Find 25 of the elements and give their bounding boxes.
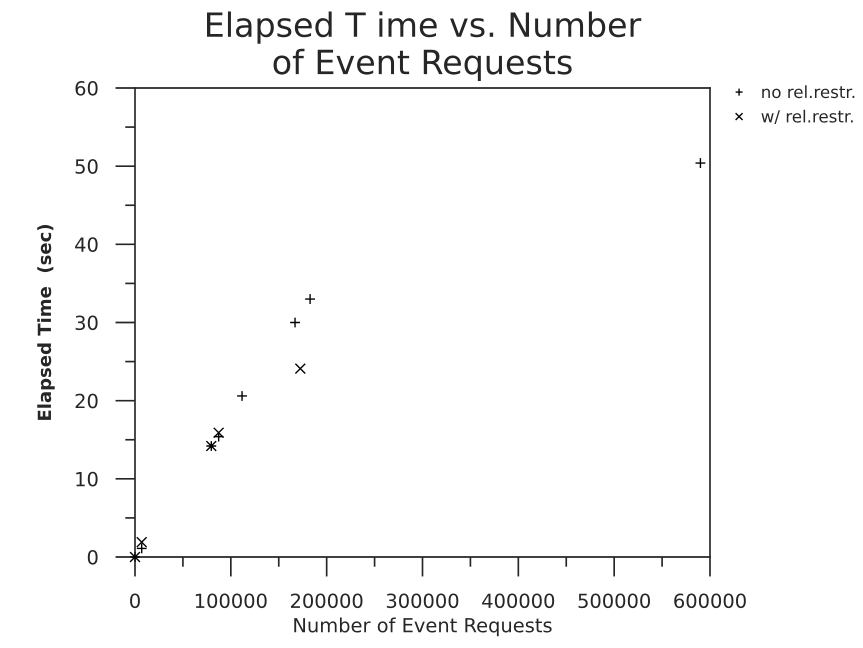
y-tick-label: 10: [76, 472, 98, 486]
y-tick-label: 50: [76, 159, 98, 174]
x-tick-label: 300000: [386, 593, 458, 608]
x-tick-label: 400000: [482, 593, 554, 608]
y-tick-label: 60: [76, 80, 98, 96]
y-axis-title: Elapsed Time (sec): [37, 224, 55, 420]
x-axis-title: Number of Event Requests: [294, 617, 552, 636]
x-tick-label: 0: [130, 593, 140, 608]
y-tick-label: 20: [76, 394, 98, 408]
y-tick-label: 40: [75, 237, 98, 252]
x-tick-label: 500000: [578, 593, 650, 608]
point: [289, 316, 301, 328]
point: [213, 427, 224, 438]
point: [304, 293, 316, 305]
point: [694, 157, 706, 169]
legend-label: no rel.restr.: [762, 85, 854, 98]
legend-label: w/ rel.restr.: [761, 110, 853, 124]
point: [294, 363, 306, 374]
y-tick-label: 0: [88, 550, 98, 565]
x-tick-label: 200000: [290, 593, 362, 608]
chart-title: Elapsed T ime vs. Number of Event Requests: [207, 11, 642, 82]
y-tick-label: 30: [76, 315, 98, 330]
point: [236, 390, 248, 402]
x-tick-label: 100000: [196, 593, 267, 608]
x-tick-label: 600000: [674, 593, 746, 608]
